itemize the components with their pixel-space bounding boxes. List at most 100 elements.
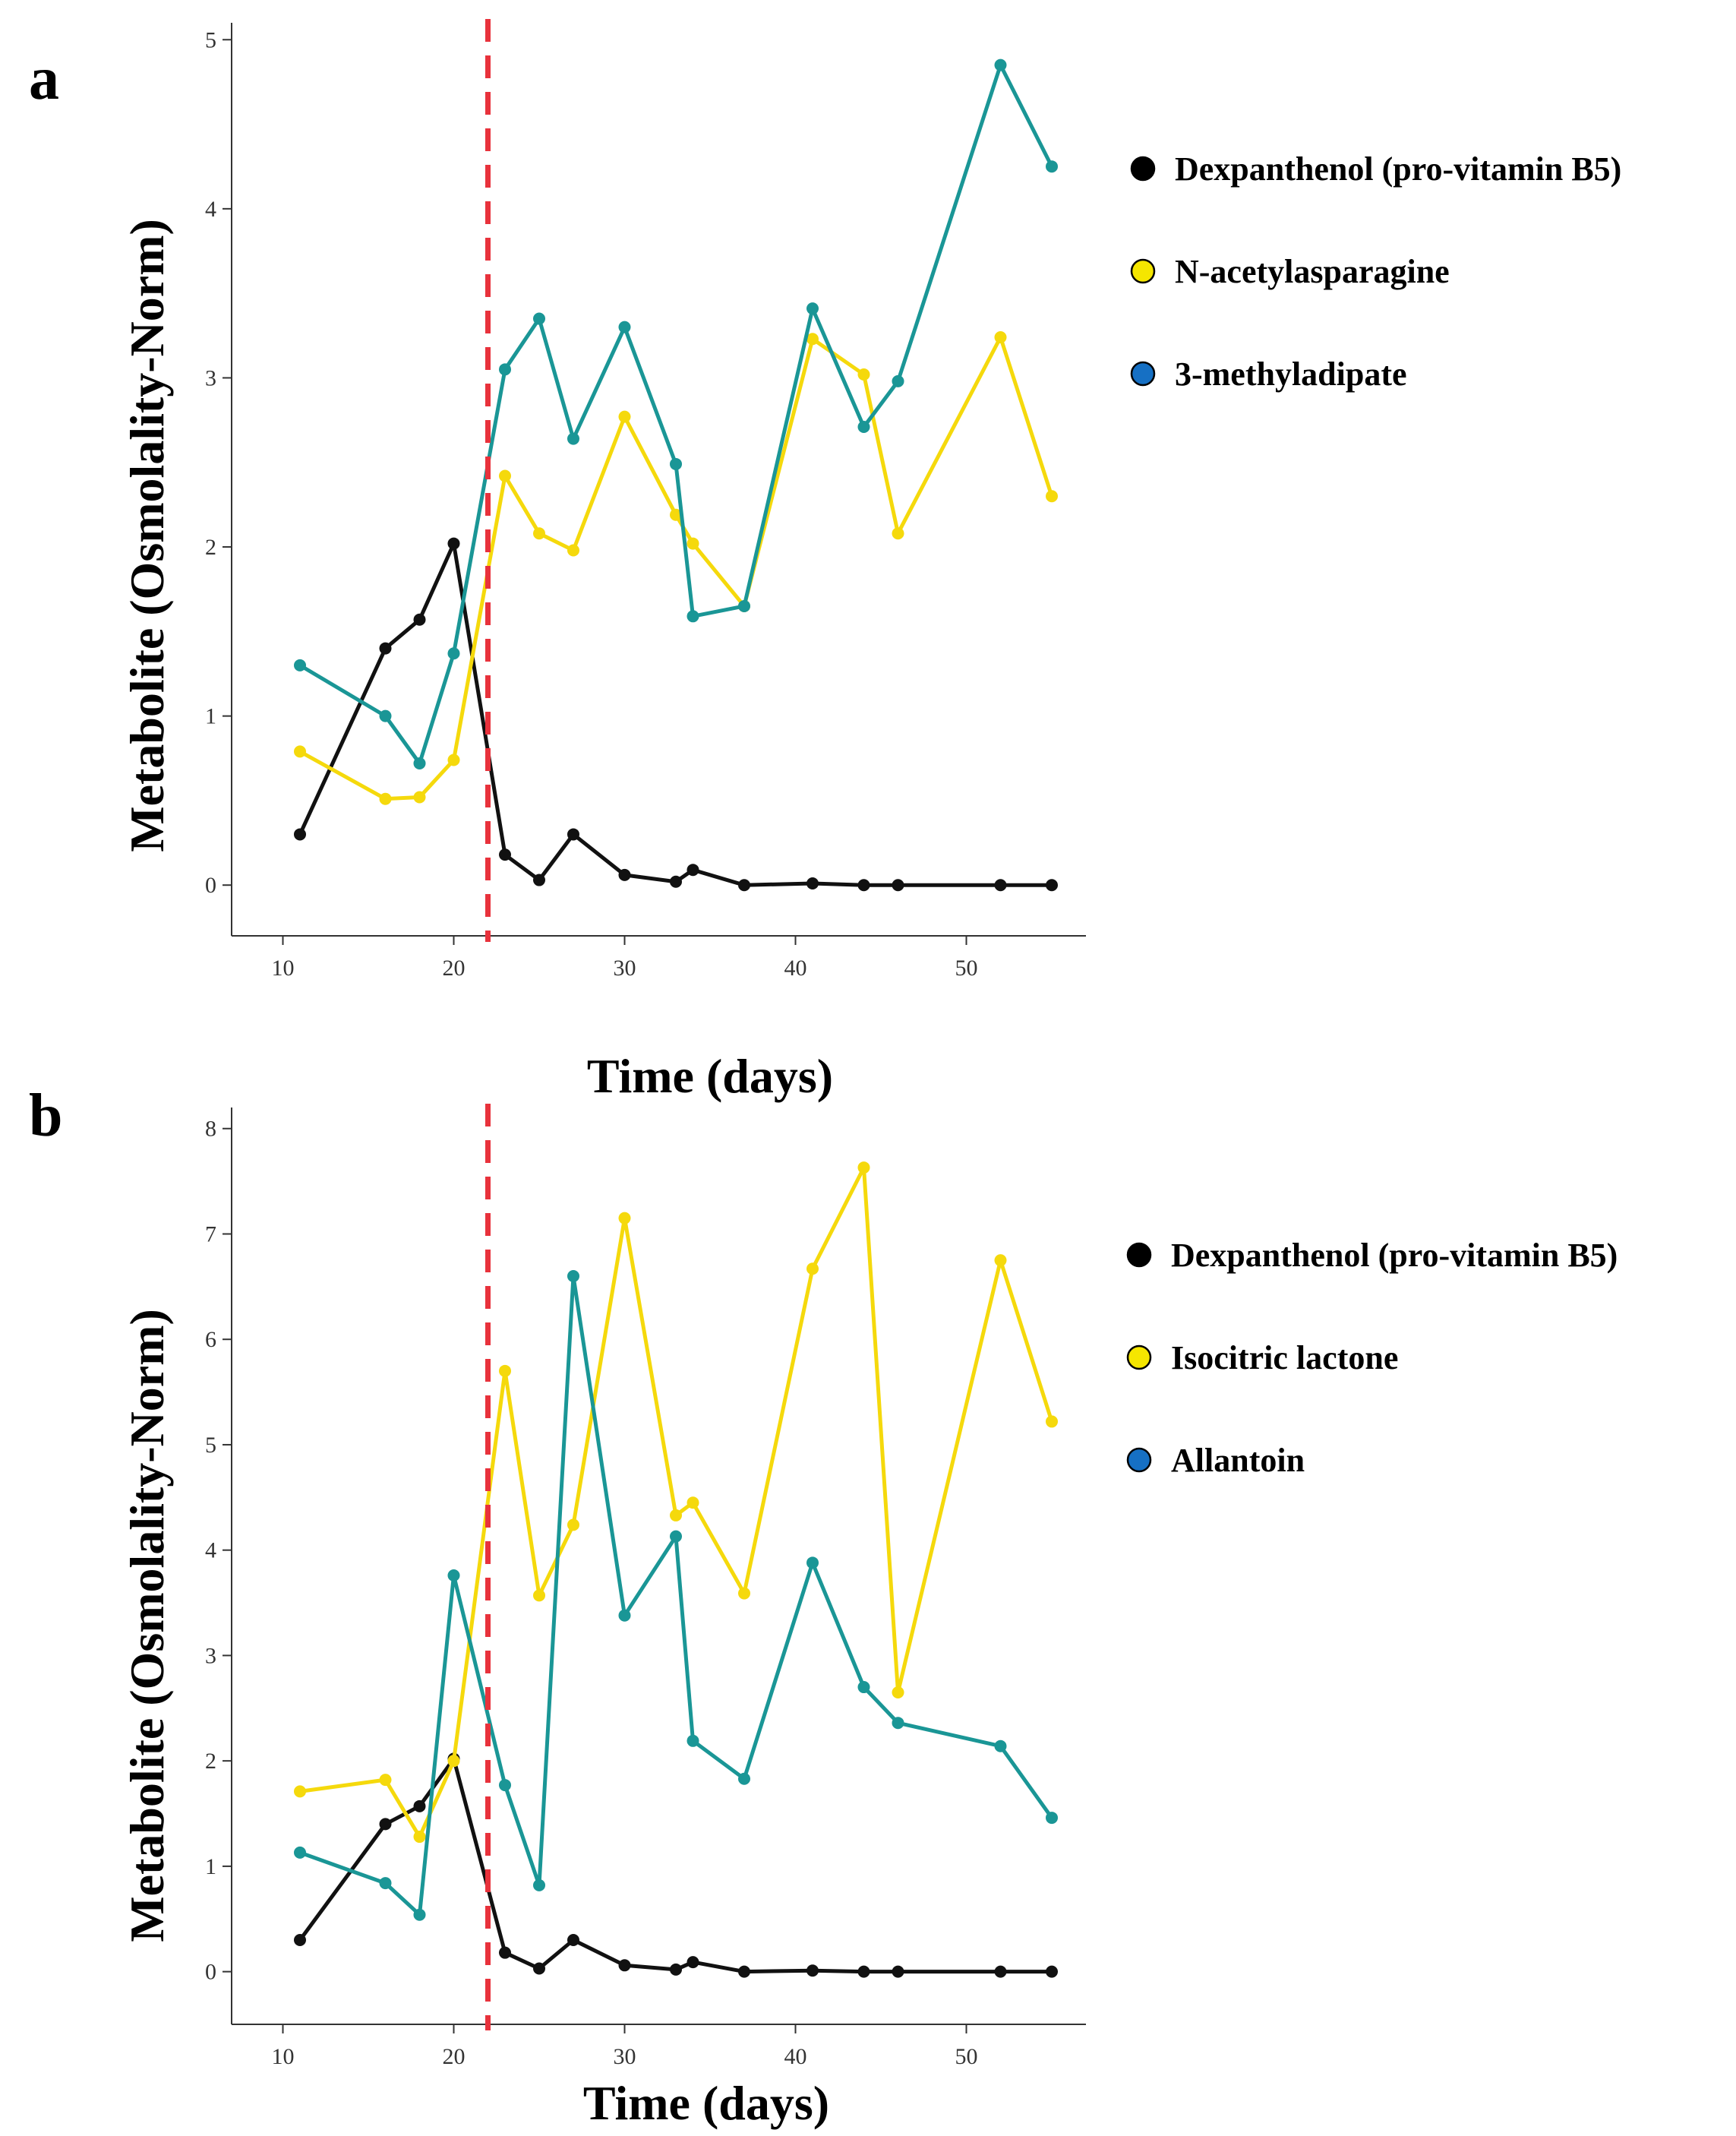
panel-a-series-2-point bbox=[413, 757, 426, 769]
panel-a-y-tick-label: 5 bbox=[205, 27, 216, 52]
panel-a-series-1-point bbox=[994, 331, 1007, 344]
panel-a-series-0-point bbox=[533, 874, 545, 886]
panel-a-series-1-point bbox=[1046, 490, 1058, 503]
panel-a-series-1-point bbox=[533, 527, 545, 540]
panel-b-series-2-point bbox=[806, 1556, 819, 1569]
panel-b-series-1-point bbox=[670, 1509, 682, 1521]
panel-b-y-tick-label: 0 bbox=[205, 1960, 216, 1985]
panel-b-series-2-point bbox=[413, 1908, 426, 1921]
panel-a-series-1-point bbox=[892, 527, 904, 540]
panel-a: a 0 1 2 3 4 5 10 20 30 40 50 Time (days) Metabolite (… bbox=[29, 19, 1621, 1103]
panel-a-y-tick-label: 3 bbox=[205, 365, 216, 390]
panel-b-y-tick-label: 5 bbox=[205, 1433, 216, 1458]
panel-b: b 0 1 2 3 4 5 6 7 8 10 20 30 40 50 Time (days) Metabolit… bbox=[29, 1082, 1618, 2130]
panel-b-series-2-point bbox=[567, 1269, 579, 1282]
panel-b-series-2-point bbox=[738, 1772, 750, 1785]
panel-a-series-1-line bbox=[298, 335, 1054, 801]
panel-a-series-2-point bbox=[670, 457, 682, 470]
panel-a-series-2-point bbox=[687, 610, 699, 623]
panel-b-series-0-point bbox=[892, 1965, 904, 1978]
panel-a-series-2-point bbox=[994, 58, 1007, 71]
panel-a-legend-label: Dexpanthenol (pro-vitamin B5) bbox=[1175, 150, 1621, 188]
panel-a-y-tick-label: 0 bbox=[205, 873, 216, 898]
panel-a-letter: a bbox=[29, 46, 59, 112]
panel-b-series-1-point bbox=[533, 1589, 545, 1602]
panel-a-series-0-point bbox=[806, 877, 819, 889]
panel-a-x-tick-label: 50 bbox=[955, 956, 978, 981]
panel-b-y-tick-label: 7 bbox=[205, 1221, 216, 1247]
panel-a-legend-marker bbox=[1130, 258, 1156, 284]
panel-a-series-2-point bbox=[447, 647, 460, 660]
panel-b-series-1-point bbox=[567, 1518, 579, 1531]
panel-b-series-0-point bbox=[533, 1962, 545, 1975]
panel-a-legend-marker bbox=[1130, 361, 1156, 387]
panel-a-series-2-point bbox=[294, 659, 306, 671]
panel-b-series-0-point bbox=[857, 1965, 870, 1978]
panel-a-series-1-point bbox=[857, 368, 870, 381]
panel-b-series-2-point bbox=[687, 1734, 699, 1747]
panel-b-y-axis-title: Metabolite (Osmolality-Norm) bbox=[120, 1309, 174, 1942]
panel-a-x-tick-label: 40 bbox=[784, 956, 807, 981]
panel-b-series-1-point bbox=[447, 1755, 460, 1768]
panel-a-series-1-point bbox=[447, 754, 460, 766]
panel-b-series-2-point bbox=[379, 1877, 392, 1890]
panel-a-series-2-point bbox=[857, 420, 870, 433]
panel-a-series-1-point bbox=[670, 508, 682, 521]
panel-a-series-1-point bbox=[379, 792, 392, 805]
panel-a-series-0-point bbox=[857, 879, 870, 892]
panel-b-legend-marker bbox=[1126, 1344, 1152, 1370]
panel-b-series-1-point bbox=[857, 1161, 870, 1174]
panel-b-series-2-point bbox=[670, 1530, 682, 1543]
panel-a-series-2-point bbox=[533, 312, 545, 325]
panel-b-series-1-point bbox=[294, 1785, 306, 1798]
panel-b-y-tick-label: 8 bbox=[205, 1117, 216, 1142]
panel-b-y-tick-label: 4 bbox=[205, 1538, 216, 1563]
panel-b-legend-marker bbox=[1126, 1242, 1152, 1268]
panel-a-legend-marker bbox=[1130, 156, 1156, 182]
panel-a-y-axis-title: Metabolite (Osmolality-Norm) bbox=[120, 219, 174, 852]
panel-b-legend-label: Isocitric lactone bbox=[1171, 1339, 1398, 1376]
panel-b-series-2-point bbox=[447, 1569, 460, 1581]
panel-a-x-tick-label: 30 bbox=[614, 956, 636, 981]
panel-a-series-0-point bbox=[499, 848, 511, 861]
panel-b-series-0-point bbox=[499, 1946, 511, 1959]
panel-a-series-0-point bbox=[994, 879, 1007, 892]
panel-b-series-2-point bbox=[618, 1609, 631, 1622]
panel-b-series-2-point bbox=[533, 1878, 545, 1891]
panel-b-series-2-point bbox=[294, 1846, 306, 1859]
panel-b-legend-marker bbox=[1126, 1447, 1152, 1473]
panel-a-y-tick-label: 2 bbox=[205, 535, 216, 560]
panel-b-series-2-line bbox=[299, 1274, 1054, 1917]
panel-a-series-2-point bbox=[892, 374, 904, 387]
panel-a-series-0-point bbox=[1046, 879, 1058, 892]
panel-b-series-1-line bbox=[299, 1165, 1054, 1839]
panel-b-series-1-point bbox=[499, 1364, 511, 1377]
panel-b-x-tick-label: 20 bbox=[443, 2044, 466, 2069]
panel-a-legend-label: 3-methyladipate bbox=[1175, 355, 1407, 393]
panel-b-series-0-point bbox=[567, 1934, 579, 1947]
panel-a-y-tick-label: 4 bbox=[205, 197, 216, 222]
panel-b-legend-label: Allantoin bbox=[1171, 1442, 1305, 1479]
panel-b-letter: b bbox=[29, 1082, 63, 1149]
panel-b-x-tick-label: 40 bbox=[784, 2044, 807, 2069]
panel-b-series-1-point bbox=[413, 1831, 426, 1844]
panel-b-legend-label: Dexpanthenol (pro-vitamin B5) bbox=[1171, 1237, 1618, 1274]
panel-a-series-0-point bbox=[618, 868, 631, 881]
panel-b-y-tick-label: 2 bbox=[205, 1749, 216, 1774]
panel-b-series-0-point bbox=[413, 1799, 426, 1812]
panel-a-series-1-point bbox=[806, 333, 819, 346]
panel-a-series-2-point bbox=[618, 321, 631, 333]
panel-b-series-0-point bbox=[294, 1934, 306, 1947]
panel-b-series-0-point bbox=[670, 1963, 682, 1976]
panel-b-series-1-point bbox=[379, 1774, 392, 1787]
panel-a-series-0-point bbox=[294, 828, 306, 841]
panel-b-series-2-point bbox=[1046, 1812, 1058, 1825]
panel-b-series-0-point bbox=[806, 1964, 819, 1977]
panel-a-legend-label: N-acetylasparagine bbox=[1175, 253, 1450, 290]
panel-a-x-tick-label: 10 bbox=[272, 956, 295, 981]
panel-a-x-tick-label: 20 bbox=[443, 956, 466, 981]
panel-a-series-1-point bbox=[294, 745, 306, 758]
panel-b-y-tick-label: 6 bbox=[205, 1327, 216, 1352]
panel-b-series-2-point bbox=[857, 1681, 870, 1694]
panel-a-y-tick-label: 1 bbox=[205, 704, 216, 729]
